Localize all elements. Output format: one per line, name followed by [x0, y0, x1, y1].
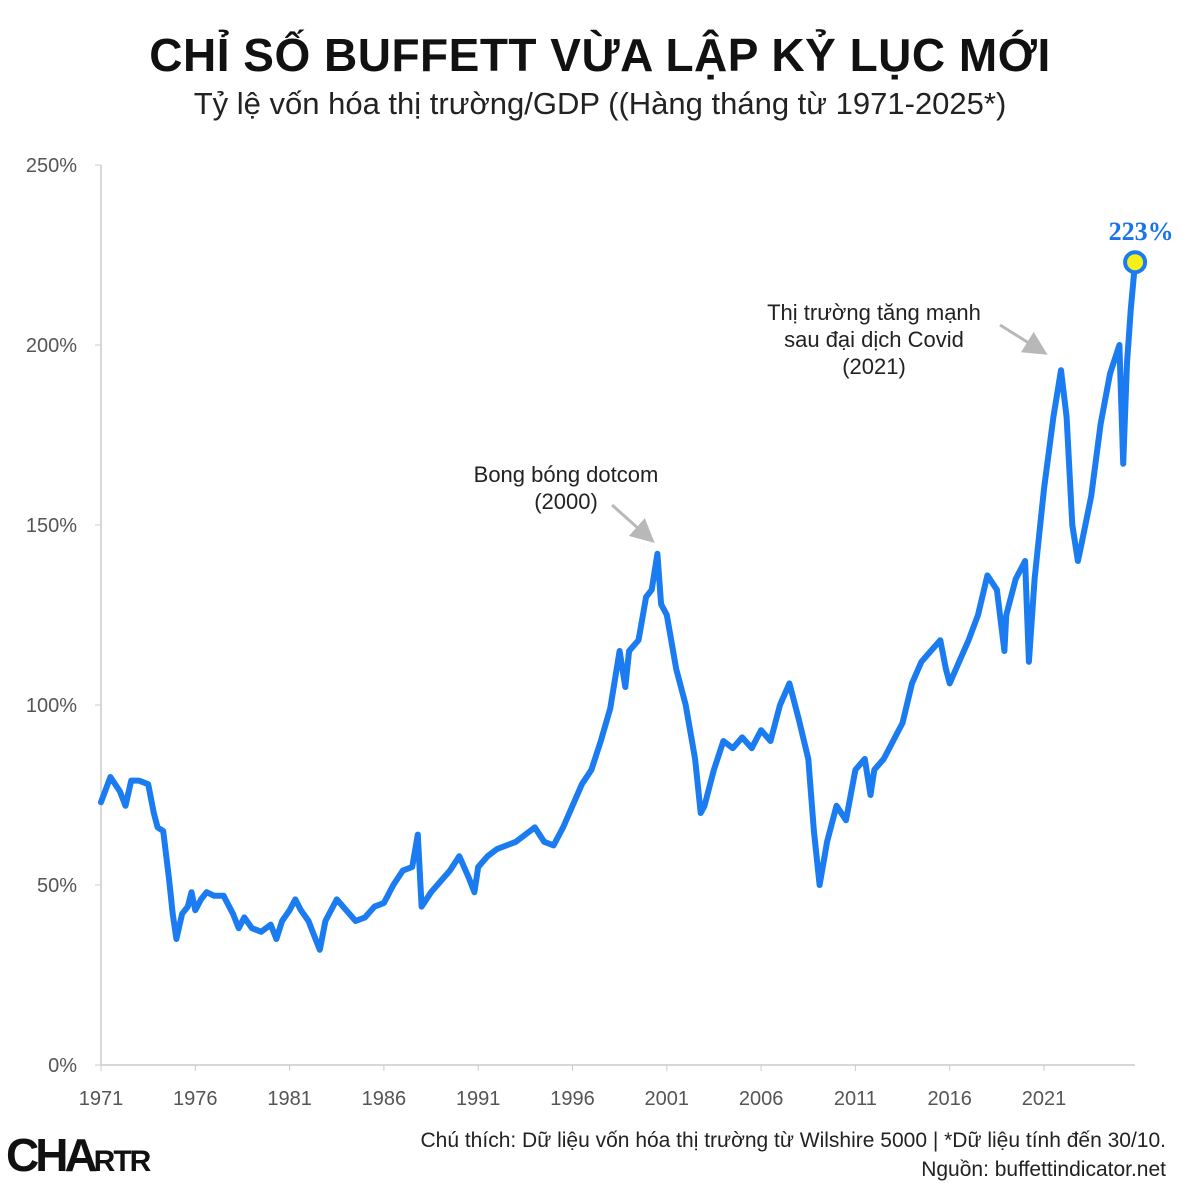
y-tick-label: 100%	[26, 695, 77, 717]
x-tick-label: 1971	[79, 1088, 124, 1110]
end-label: 223%	[1109, 217, 1174, 246]
chartr-logo: CHARTR	[6, 1129, 151, 1181]
x-tick-label: 2016	[927, 1088, 972, 1110]
annotation-arrow	[999, 323, 1048, 355]
annotation-text: Bong bóng dotcom (2000)	[474, 462, 659, 514]
x-tick-label: 1986	[362, 1088, 407, 1110]
annotation-arrow	[611, 503, 655, 543]
x-tick-label: 1976	[173, 1088, 218, 1110]
y-tick-label: 150%	[26, 515, 77, 537]
footer-caption: Chú thích: Dữ liệu vốn hóa thị trường từ…	[420, 1129, 1166, 1152]
x-tick-label: 1991	[456, 1088, 501, 1110]
x-tick-label: 2006	[739, 1088, 784, 1110]
footer-source: Nguồn: buffettindicator.net	[921, 1158, 1166, 1181]
x-tick-label: 2021	[1022, 1088, 1067, 1110]
footer-note: Chú thích: Dữ liệu vốn hóa thị trường từ…	[420, 1126, 1166, 1184]
series-line	[98, 259, 1139, 953]
y-tick-label: 0%	[48, 1055, 77, 1077]
x-tick-label: 2011	[834, 1088, 877, 1110]
x-tick-label: 1981	[267, 1088, 312, 1110]
chart-title: CHỈ SỐ BUFFETT VỪA LẬP KỶ LỤC MỚI	[149, 29, 1051, 81]
chart-subtitle: Tỷ lệ vốn hóa thị trường/GDP ((Hàng thán…	[193, 86, 1007, 121]
x-tick-label: 2001	[645, 1088, 690, 1110]
x-tick-label: 1996	[550, 1088, 595, 1110]
y-tick-label: 200%	[26, 335, 77, 357]
y-tick-label: 250%	[26, 155, 77, 177]
end-marker	[1123, 250, 1148, 275]
y-tick-label: 50%	[37, 875, 77, 897]
annotation-text: Thị trường tăng mạnh sau đại dịch Covid (2…	[767, 300, 981, 379]
